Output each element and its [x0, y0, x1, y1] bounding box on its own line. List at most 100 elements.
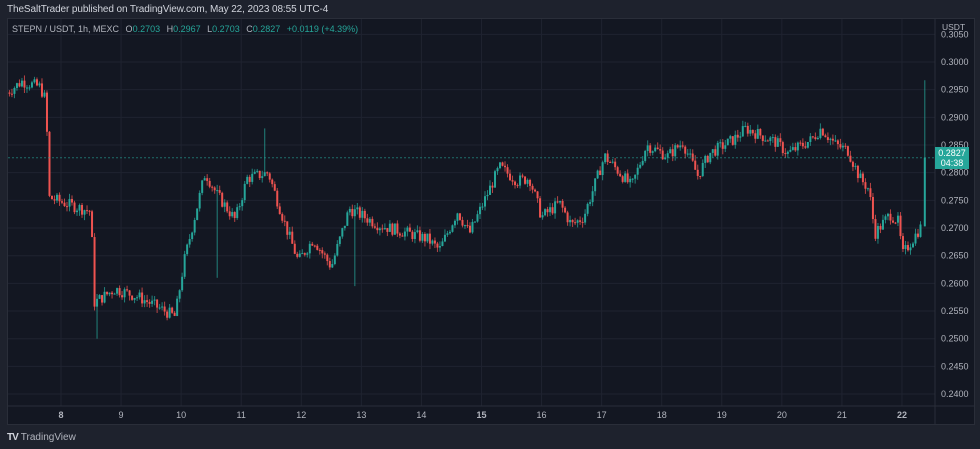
candle-body	[451, 225, 454, 232]
candle-body	[864, 182, 867, 189]
candle-body	[471, 221, 474, 233]
candle-body	[243, 183, 246, 201]
price-tick: 0.2700	[941, 223, 969, 233]
candle-body	[524, 176, 527, 184]
candle-body	[786, 151, 789, 154]
candle-body	[496, 168, 499, 172]
candle-body	[53, 199, 56, 201]
candle-body	[186, 244, 189, 255]
candle-body	[476, 214, 479, 222]
candle-body	[336, 243, 339, 256]
candle-body	[781, 142, 784, 154]
time-tick: 16	[537, 410, 547, 420]
candle-body	[458, 213, 461, 220]
candle-body	[491, 185, 494, 188]
candle-body	[483, 196, 486, 207]
candle-body	[396, 223, 399, 234]
candle-body	[231, 212, 234, 217]
price-tick: 0.2950	[941, 85, 969, 95]
candle-body	[15, 83, 18, 88]
candle-body	[531, 185, 534, 190]
candle-body	[754, 133, 757, 139]
candle-body	[549, 207, 552, 213]
candle-body	[766, 140, 769, 142]
candle-body	[876, 226, 879, 239]
candle-body	[438, 246, 441, 248]
candle-body	[919, 224, 922, 237]
candle-body	[799, 142, 802, 144]
chart-frame[interactable]	[7, 18, 975, 425]
candle-body	[671, 149, 674, 157]
close-value: C0.2827	[246, 24, 281, 34]
candle-body	[499, 162, 502, 169]
candle-body	[684, 146, 687, 154]
candle-body	[681, 145, 684, 147]
candle-body	[504, 165, 507, 168]
candle-body	[886, 213, 889, 217]
candle-body	[178, 290, 181, 299]
candle-body	[353, 209, 356, 217]
time-tick: 22	[897, 410, 907, 420]
candle-body	[453, 220, 456, 226]
candle-body	[644, 150, 647, 161]
candle-body	[206, 178, 209, 181]
candle-body	[48, 131, 51, 196]
candle-body	[719, 142, 722, 144]
candle-body	[809, 136, 812, 142]
candle-body	[428, 233, 431, 244]
candle-body	[674, 145, 677, 157]
ohlc-legend: STEPN / USDT, 1h, MEXC O0.2703 H0.2967 L…	[12, 24, 362, 34]
candle-body	[726, 138, 729, 146]
candle-body	[158, 307, 161, 309]
candle-body	[238, 206, 241, 208]
candle-body	[358, 207, 361, 218]
price-tick: 0.2550	[941, 306, 969, 316]
candle-body	[856, 165, 859, 179]
candle-body	[519, 175, 522, 186]
candle-body	[381, 228, 384, 230]
candle-body	[741, 126, 744, 137]
candle-body	[779, 138, 782, 143]
time-tick: 13	[356, 410, 366, 420]
currency-label[interactable]: USDT	[942, 22, 966, 32]
candle-body	[468, 225, 471, 233]
candle-body	[83, 210, 86, 215]
candle-body	[829, 138, 832, 140]
price-tick: 0.2450	[941, 361, 969, 371]
candle-body	[564, 207, 567, 213]
candle-body	[796, 142, 799, 151]
candle-body	[874, 219, 877, 239]
candle-body	[113, 293, 116, 295]
candle-body	[96, 298, 99, 307]
candle-body	[576, 220, 579, 223]
candle-body	[188, 239, 191, 245]
candle-body	[253, 171, 256, 174]
candle-body	[734, 134, 737, 145]
candle-body	[776, 138, 779, 147]
candle-body	[278, 206, 281, 215]
candle-body	[751, 129, 754, 134]
candle-body	[58, 194, 61, 202]
candle-body	[173, 312, 176, 316]
candle-body	[801, 142, 804, 147]
candle-body	[413, 232, 416, 239]
candle-body	[25, 87, 28, 89]
candle-body	[706, 155, 709, 163]
symbol-label[interactable]: STEPN / USDT, 1h, MEXC	[12, 24, 120, 34]
candle-body	[889, 213, 892, 221]
candle-body	[834, 140, 837, 142]
candle-body	[839, 144, 842, 148]
candle-body	[76, 210, 79, 213]
tradingview-logo[interactable]: TV TradingView	[7, 432, 76, 443]
candle-body	[456, 213, 459, 221]
candle-body	[696, 169, 699, 176]
bar-countdown: 04:38	[940, 157, 964, 168]
candle-body	[156, 299, 159, 308]
candle-body	[611, 161, 614, 163]
candle-body	[426, 233, 429, 242]
candle-body	[73, 202, 76, 213]
candle-body	[38, 83, 41, 86]
time-tick: 17	[597, 410, 607, 420]
candle-body	[571, 219, 574, 223]
